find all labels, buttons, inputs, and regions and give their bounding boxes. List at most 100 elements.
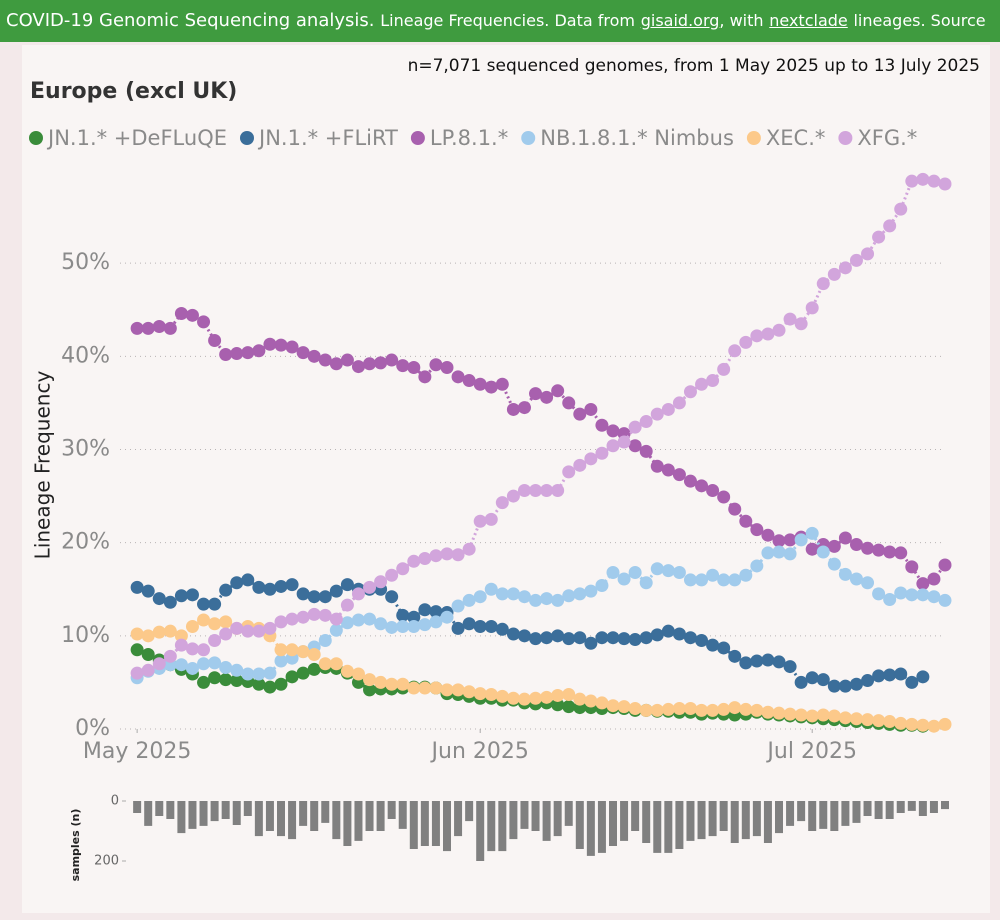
data-point: [274, 677, 288, 691]
data-point: [872, 714, 886, 728]
data-point: [772, 706, 786, 720]
data-point: [838, 531, 852, 545]
data-point: [695, 703, 709, 717]
data-point: [252, 344, 266, 358]
data-point: [208, 333, 222, 347]
data-point: [551, 629, 565, 643]
data-point: [595, 631, 609, 645]
data-point: [230, 347, 244, 361]
chart-subtitle: n=7,071 sequenced genomes, from 1 May 20…: [408, 56, 980, 76]
data-point: [529, 593, 543, 607]
data-point: [462, 374, 476, 388]
bar: [775, 801, 783, 834]
data-point: [717, 641, 731, 655]
data-point: [418, 681, 432, 695]
link[interactable]: nextclade: [769, 11, 848, 30]
data-point: [263, 582, 277, 596]
data-point: [351, 587, 365, 601]
data-point: [661, 624, 675, 638]
data-point: [363, 612, 377, 626]
bar: [918, 801, 927, 816]
data-point: [672, 565, 686, 579]
data-point: [263, 337, 277, 351]
data-point: [263, 666, 277, 680]
data-point: [185, 642, 199, 656]
data-point: [905, 717, 919, 731]
data-point: [429, 615, 443, 629]
bar: [155, 801, 164, 816]
data-point: [374, 617, 388, 631]
data-point: [185, 588, 199, 602]
data-point: [440, 361, 454, 375]
data-point: [307, 349, 321, 363]
data-point: [695, 633, 709, 647]
banner-text: lineages. Source: [853, 11, 986, 30]
data-point: [540, 390, 554, 404]
data-point: [274, 643, 288, 657]
data-point: [883, 545, 897, 559]
data-point: [197, 675, 211, 689]
data-point: [462, 617, 476, 631]
data-point: [440, 547, 454, 561]
data-point: [827, 557, 841, 571]
data-point: [551, 384, 565, 398]
bar: [929, 801, 938, 813]
data-point: [285, 340, 299, 354]
data-point: [628, 565, 642, 579]
legend-marker: [29, 131, 43, 145]
bar: [243, 801, 252, 816]
data-point: [163, 595, 177, 609]
data-point: [683, 474, 697, 488]
data-point: [650, 459, 664, 473]
data-point: [208, 597, 222, 611]
data-point: [894, 546, 908, 560]
y-tick-label: 30%: [61, 437, 110, 462]
bar: [199, 801, 208, 826]
data-point: [230, 576, 244, 590]
data-point: [816, 545, 830, 559]
data-point: [141, 663, 155, 677]
y-axis-label: samples (n): [69, 809, 82, 882]
data-point: [285, 612, 299, 626]
data-point: [905, 675, 919, 689]
data-point: [849, 712, 863, 726]
data-point: [451, 683, 465, 697]
data-point: [905, 174, 919, 188]
data-point: [573, 407, 587, 421]
bar: [354, 801, 363, 841]
data-point: [385, 568, 399, 582]
data-point: [252, 667, 266, 681]
bar: [531, 801, 540, 831]
bar: [465, 801, 474, 822]
bar: [299, 801, 308, 826]
legend-label: XEC.*: [766, 126, 826, 150]
data-point: [174, 638, 188, 652]
banner-text: Lineage Frequencies. Data from: [380, 11, 635, 30]
data-point: [739, 702, 753, 716]
bar: [653, 801, 662, 853]
data-point: [517, 590, 531, 604]
bar: [376, 801, 385, 831]
data-point: [174, 306, 188, 320]
data-point: [241, 667, 255, 681]
data-point: [861, 713, 875, 727]
data-point: [761, 705, 775, 719]
data-point: [573, 631, 587, 645]
data-point: [473, 590, 487, 604]
data-point: [717, 490, 731, 504]
data-point: [418, 603, 432, 617]
data-point: [440, 683, 454, 697]
bar: [166, 801, 175, 819]
data-point: [274, 579, 288, 593]
link[interactable]: gisaid.org: [640, 11, 720, 30]
bar: [786, 801, 795, 826]
data-point: [728, 649, 742, 663]
data-point: [849, 538, 863, 552]
y-tick-label: 20%: [61, 530, 110, 555]
bar: [675, 801, 684, 849]
data-point: [141, 647, 155, 661]
bar: [144, 801, 153, 826]
data-point: [130, 666, 144, 680]
data-point: [661, 702, 675, 716]
